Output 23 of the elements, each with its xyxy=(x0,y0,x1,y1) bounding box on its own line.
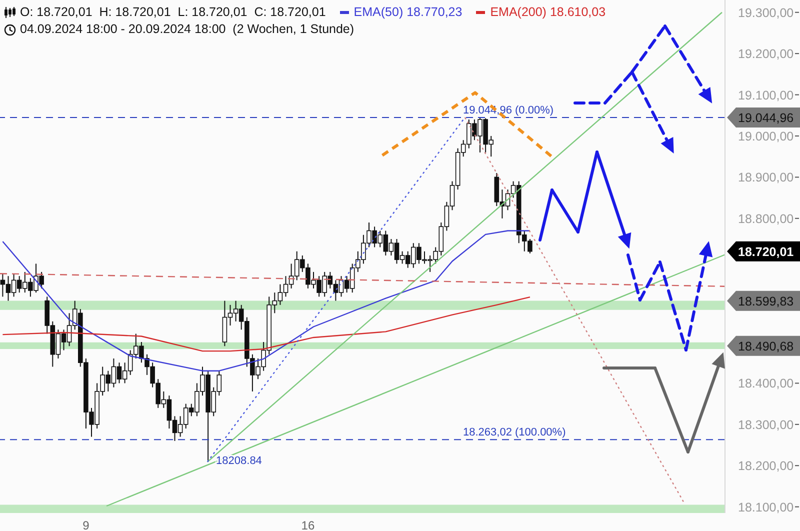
y-tick-label: 19.044,96 xyxy=(738,110,794,125)
legend-label: EMA(50) 18.770,23 xyxy=(352,4,462,21)
ref-line-label: 19.044,96 (0.00%) xyxy=(463,104,554,116)
y-tick-label: 18.900,00 xyxy=(738,170,794,185)
legend-label: EMA(200) 18.610,03 xyxy=(489,4,606,21)
y-tick-label: 19.200,00 xyxy=(738,47,794,62)
y-tick-label: 18.720,01 xyxy=(738,244,794,259)
y-tick-label: 18.300,00 xyxy=(738,418,794,432)
y-tick-label: 18.800,00 xyxy=(738,212,794,226)
y-tick-label: 18.490,68 xyxy=(738,339,794,354)
y-tick-label: 18.599,83 xyxy=(738,294,794,308)
x-tick-label: 16 xyxy=(301,518,315,531)
y-tick-label: 19.300,00 xyxy=(738,6,794,20)
text: 04.09.2024 18:00 - 20.09.2024 18:00 (2 Wochen, 1 Stunde) xyxy=(20,21,354,38)
annotation: 18208.84 xyxy=(216,454,262,467)
ref-line-label: 18.263,02 (100.00%) xyxy=(463,426,566,439)
y-tick-label: 18.200,00 xyxy=(738,459,794,474)
y-tick-label: 18.400,00 xyxy=(738,376,794,391)
chart-title: O: 18.720,01 H: 18.720,01 L: 18.720,01 C: 18.720,01 xyxy=(20,4,326,21)
x-tick-label: 9 xyxy=(82,518,90,531)
y-tick-label: 19.000,00 xyxy=(738,129,794,144)
y-tick-label: 18.100,00 xyxy=(738,500,794,514)
y-tick-label: 19.100,00 xyxy=(738,88,794,102)
